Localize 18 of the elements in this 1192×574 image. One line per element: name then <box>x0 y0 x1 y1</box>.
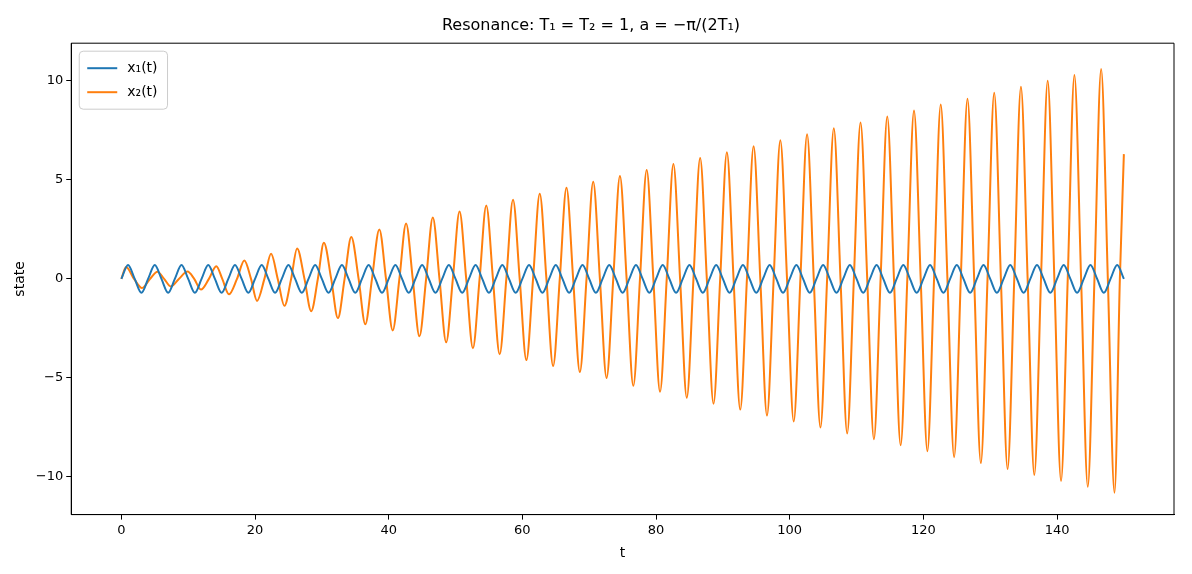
legend-label: x₂(t) <box>127 82 158 99</box>
x-tick-label: 20 <box>246 521 264 537</box>
x-tick-label: 120 <box>910 521 936 537</box>
y-tick-label: −5 <box>44 369 64 385</box>
x-axis-title: t <box>619 544 626 561</box>
x-tick-label: 100 <box>777 521 803 537</box>
y-tick-label: 10 <box>46 72 64 88</box>
x-tick-label: 140 <box>1044 521 1070 537</box>
y-tick-label: −10 <box>35 468 64 484</box>
x-tick-label: 80 <box>647 521 665 537</box>
legend-label: x₁(t) <box>127 58 158 75</box>
y-axis-title: state <box>11 261 28 297</box>
chart-title: Resonance: T₁ = T₂ = 1, a = −π/(2T₁) <box>441 14 741 34</box>
x-tick-label: 60 <box>514 521 531 537</box>
y-tick-label: 5 <box>54 171 64 187</box>
y-tick-label: 0 <box>54 270 64 286</box>
x-tick-label: 40 <box>380 521 397 537</box>
x-tick-label: 0 <box>117 521 126 537</box>
